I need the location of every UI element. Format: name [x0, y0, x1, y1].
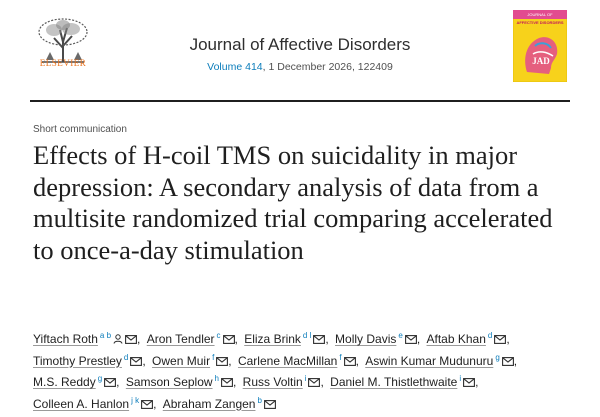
author-item: Carlene MacMillan f,: [237, 352, 365, 368]
affiliation-superscript[interactable]: b: [257, 395, 262, 405]
affiliation-superscript[interactable]: f: [339, 352, 342, 362]
affiliation-superscript[interactable]: j k: [131, 395, 140, 405]
author-separator: ,: [233, 375, 240, 389]
author-name-link[interactable]: M.S. Reddy: [33, 375, 96, 389]
author-item: M.S. Reddy g,: [33, 374, 126, 389]
author-separator: ,: [116, 375, 123, 389]
author-separator: ,: [416, 332, 424, 346]
affiliation-superscript[interactable]: c: [216, 331, 221, 340]
author-item: Aron Tendler c,: [146, 331, 245, 346]
cover-title-text: AFFECTIVE DISORDERS: [516, 20, 563, 25]
author-separator: ,: [142, 353, 150, 368]
author-list: Yiftach Roth a b, Aron Tendler c, Eliza Br…: [33, 327, 578, 413]
author-item: Aswin Kumar Mudunuru g,: [365, 352, 520, 368]
email-icon[interactable]: [501, 356, 514, 366]
email-icon[interactable]: [222, 335, 235, 344]
author-separator: ,: [513, 353, 518, 368]
elsevier-tree-logo[interactable]: [30, 8, 96, 74]
author-line: Timothy Prestley d, Owen Muir f, Carlene M…: [33, 349, 578, 371]
cover-top-text: JOURNAL OF: [527, 12, 553, 17]
article-title: Effects of H-coil TMS on suicidality in …: [33, 140, 553, 265]
affiliation-superscript[interactable]: f: [212, 352, 215, 362]
author-separator: ,: [506, 332, 510, 346]
author-name-link[interactable]: Samson Seplow: [125, 375, 213, 389]
issue-details: , 1 December 2026, 122409: [262, 61, 393, 73]
author-line: M.S. Reddy g, Samson Seplow h, Russ Voltin…: [33, 370, 578, 392]
journal-title-link[interactable]: Journal of Affective Disorders: [189, 35, 411, 54]
affiliation-superscript[interactable]: d l: [302, 331, 312, 340]
email-icon[interactable]: [130, 356, 143, 366]
author-name-link[interactable]: Yiftach Roth: [33, 332, 98, 346]
author-item: Molly Davis e,: [335, 331, 426, 346]
author-separator: ,: [355, 353, 363, 368]
author-line: Colleen A. Hanlon j k, Abraham Zangen b: [33, 392, 578, 414]
affiliation-superscript[interactable]: h: [214, 374, 219, 383]
email-icon[interactable]: [343, 356, 356, 366]
author-item: Colleen A. Hanlon j k,: [33, 395, 163, 411]
author-name-link[interactable]: Colleen A. Hanlon: [33, 396, 130, 411]
author-name-link[interactable]: Molly Davis: [335, 332, 397, 346]
email-icon[interactable]: [216, 356, 229, 366]
author-item: Russ Voltin i,: [242, 374, 330, 389]
publisher-name: ELSEVIER: [39, 58, 87, 68]
author-item: Eliza Brink d l,: [244, 331, 335, 346]
author-item: Daniel M. Thistlethwaite i,: [330, 374, 481, 389]
affiliation-superscript[interactable]: d: [487, 331, 493, 340]
cover-badge: JAD: [532, 56, 550, 66]
affiliation-superscript[interactable]: g: [495, 352, 500, 362]
person-icon[interactable]: [113, 334, 123, 344]
author-item: Owen Muir f,: [152, 352, 238, 368]
affiliation-superscript[interactable]: d: [123, 352, 129, 362]
email-icon[interactable]: [125, 335, 137, 344]
author-separator: ,: [137, 332, 144, 346]
article-type-label: Short communication: [33, 124, 127, 135]
author-separator: ,: [325, 332, 333, 346]
email-icon[interactable]: [463, 378, 476, 387]
email-icon[interactable]: [308, 378, 321, 387]
author-name-link[interactable]: Aron Tendler: [146, 332, 215, 346]
author-name-link[interactable]: Aswin Kumar Mudunuru: [365, 353, 494, 368]
header-divider: [30, 100, 570, 102]
affiliation-superscript[interactable]: i: [459, 374, 462, 383]
author-item: Timothy Prestley d,: [33, 352, 152, 368]
author-line: Yiftach Roth a b, Aron Tendler c, Eliza Br…: [33, 327, 578, 349]
journal-cover-thumbnail[interactable]: JOURNAL OF AFFECTIVE DISORDERS JAD: [513, 10, 567, 82]
author-separator: ,: [475, 375, 479, 389]
author-item: Abraham Zangen b: [162, 395, 276, 411]
affiliation-superscript[interactable]: e: [398, 331, 403, 340]
affiliation-superscript[interactable]: a b: [99, 331, 112, 340]
email-icon[interactable]: [313, 335, 326, 344]
email-icon[interactable]: [263, 399, 276, 409]
author-name-link[interactable]: Russ Voltin: [242, 375, 303, 389]
author-name-link[interactable]: Owen Muir: [152, 353, 211, 368]
author-name-link[interactable]: Abraham Zangen: [162, 396, 256, 411]
author-separator: ,: [234, 332, 242, 346]
author-name-link[interactable]: Carlene MacMillan: [237, 353, 338, 368]
journal-issue-info: Volume 414, 1 December 2026, 122409: [120, 61, 480, 73]
author-name-link[interactable]: Timothy Prestley: [33, 353, 122, 368]
author-item: Yiftach Roth a b,: [33, 331, 147, 346]
author-separator: ,: [320, 375, 328, 389]
author-separator: ,: [228, 353, 235, 368]
author-name-link[interactable]: Eliza Brink: [244, 332, 301, 346]
author-name-link[interactable]: Aftab Khan: [426, 332, 486, 346]
volume-link[interactable]: Volume 414: [207, 61, 263, 73]
affiliation-superscript[interactable]: i: [304, 374, 307, 383]
email-icon[interactable]: [141, 399, 154, 409]
email-icon[interactable]: [404, 335, 417, 344]
affiliation-superscript[interactable]: g: [97, 374, 103, 383]
email-icon[interactable]: [104, 378, 117, 387]
author-name-link[interactable]: Daniel M. Thistlethwaite: [330, 375, 458, 389]
author-item: Samson Seplow h,: [125, 374, 243, 389]
author-separator: ,: [153, 396, 160, 411]
email-icon[interactable]: [494, 335, 507, 344]
email-icon[interactable]: [221, 378, 233, 387]
journal-header: ELSEVIER Journal of Affective Disorders …: [0, 0, 600, 100]
author-item: Aftab Khan d,: [426, 331, 513, 346]
